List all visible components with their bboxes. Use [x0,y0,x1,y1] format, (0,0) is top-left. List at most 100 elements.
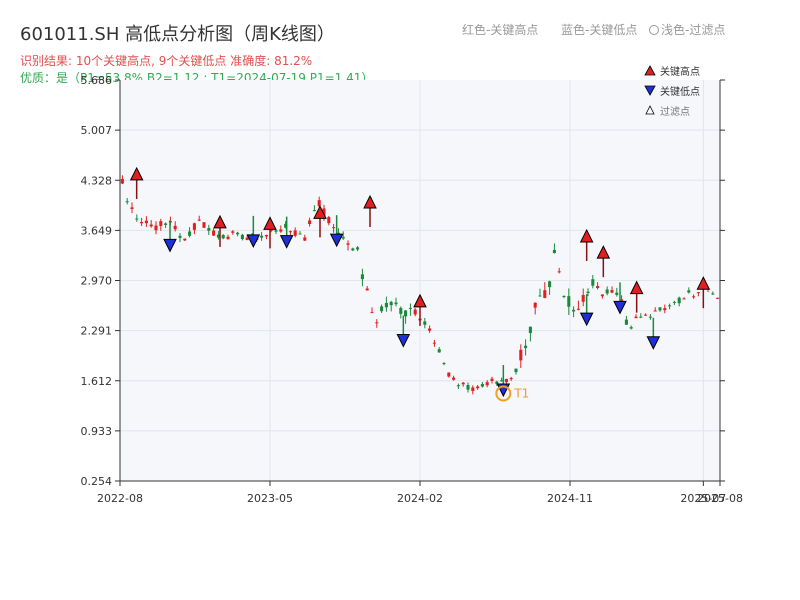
candle-up [231,230,235,235]
candle-up [149,220,153,228]
candle-body [533,302,537,308]
candle-body [629,327,633,329]
candle-body [135,218,139,220]
candle-body [668,305,672,307]
candle-body [394,302,398,305]
candle-body [466,385,470,390]
candle-up [226,234,230,240]
candle-down [586,288,590,297]
candle-down [629,325,633,330]
key-high-marker [263,216,277,230]
y-tick-label: 2.970 [81,275,113,288]
y-tick-label: 0.254 [81,475,113,488]
candle-up [476,384,480,390]
candle-up [653,307,657,312]
x-tick-label: 2023-05 [247,492,293,505]
candle-body [240,234,244,240]
candle-body [274,230,278,232]
candle-body [485,382,489,386]
legend-light-label: 浅色-过滤点 [649,21,725,38]
candle-body [471,387,475,392]
chart-title: 601011.SH 高低点分析图（周K线图） [20,24,335,45]
candle-body [332,227,336,229]
candle-body [658,307,662,311]
key-low-marker [579,312,594,327]
candle-body [183,238,187,241]
key-high-marker [129,166,144,181]
candle-body [432,342,436,344]
x-tick-label: 2024-11 [547,492,593,505]
candle-body [322,208,326,217]
candle-down [567,288,571,315]
candle-down [341,231,345,240]
candle-body [692,296,696,298]
candle-down [360,268,364,287]
candle-up [332,223,336,233]
candle-up [370,307,374,314]
candle-up [596,282,600,290]
candle-up [682,297,686,300]
candle-down [687,287,691,294]
candle-body [528,326,532,334]
candle-body [140,222,144,224]
legend-high-label: 关键高点 [660,65,700,78]
candle-body [624,319,628,325]
candle-body [341,236,345,239]
t1-circle [495,385,512,402]
y-tick-label: 0.933 [81,425,113,438]
candle-down [394,297,398,307]
candles [120,175,720,395]
candle-down [389,300,393,312]
candle-body [370,312,374,314]
candle-down [399,306,403,319]
candle-down [528,326,532,342]
candle-body [495,381,499,384]
candle-body [500,380,504,382]
candle-body [207,228,211,231]
candle-body [144,220,148,224]
candle-down [408,303,412,316]
candle-down [437,347,441,353]
y-tick-label: 5.686 [81,74,113,87]
candle-up [432,340,436,347]
candle-up [288,230,292,235]
candle-body [288,231,292,233]
candle-up [428,325,432,333]
candle-body [173,225,177,230]
candle-body [279,229,283,232]
candle-down [221,234,225,240]
candle-down [240,233,244,241]
candle-body [548,281,552,288]
candle-body [428,328,432,331]
candle-down [591,274,595,289]
hollow-circle-icon [649,25,659,35]
candle-body [245,237,249,241]
candle-up [581,288,585,307]
key-high-marker [413,293,427,308]
t1-label: T1 [513,386,529,400]
candle-down [260,232,264,241]
candle-up [173,221,177,232]
key-high-marker [629,280,644,295]
candle-body [356,247,360,250]
candle-body [442,363,446,365]
key-low-marker [613,300,627,315]
candle-down [624,315,628,325]
candle-body [456,385,460,387]
candle-down [572,306,576,318]
candle-body [524,345,528,349]
candle-body [586,291,590,294]
key-low-marker [279,235,294,249]
candle-up [716,297,720,300]
candle-down [312,205,316,212]
y-tick-label: 3.649 [81,224,113,237]
candle-body [509,378,513,380]
candle-body [308,220,312,224]
y-tick-label: 4.328 [81,174,113,187]
candle-body [293,230,297,236]
candle-body [648,316,652,318]
candle-body [519,349,523,361]
candle-body [231,231,235,233]
candle-body [375,322,379,324]
